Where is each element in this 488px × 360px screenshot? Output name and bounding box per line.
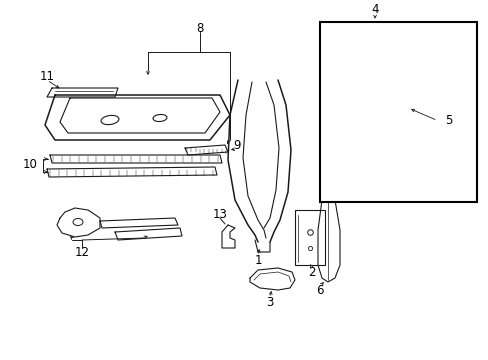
Text: 8: 8 bbox=[196, 22, 203, 35]
Text: 7: 7 bbox=[350, 90, 358, 103]
Text: 6: 6 bbox=[316, 284, 323, 297]
Text: 2: 2 bbox=[307, 266, 315, 279]
Text: 9: 9 bbox=[233, 139, 240, 152]
Text: 10: 10 bbox=[22, 158, 38, 171]
Text: 13: 13 bbox=[212, 207, 227, 220]
Text: 3: 3 bbox=[266, 296, 273, 309]
Text: 5: 5 bbox=[444, 114, 451, 127]
Text: 11: 11 bbox=[40, 69, 54, 82]
Text: 12: 12 bbox=[74, 246, 89, 258]
Text: 1: 1 bbox=[254, 253, 261, 266]
Bar bbox=[294, 210, 325, 265]
Bar bbox=[320, 22, 476, 202]
Text: 4: 4 bbox=[370, 3, 378, 16]
